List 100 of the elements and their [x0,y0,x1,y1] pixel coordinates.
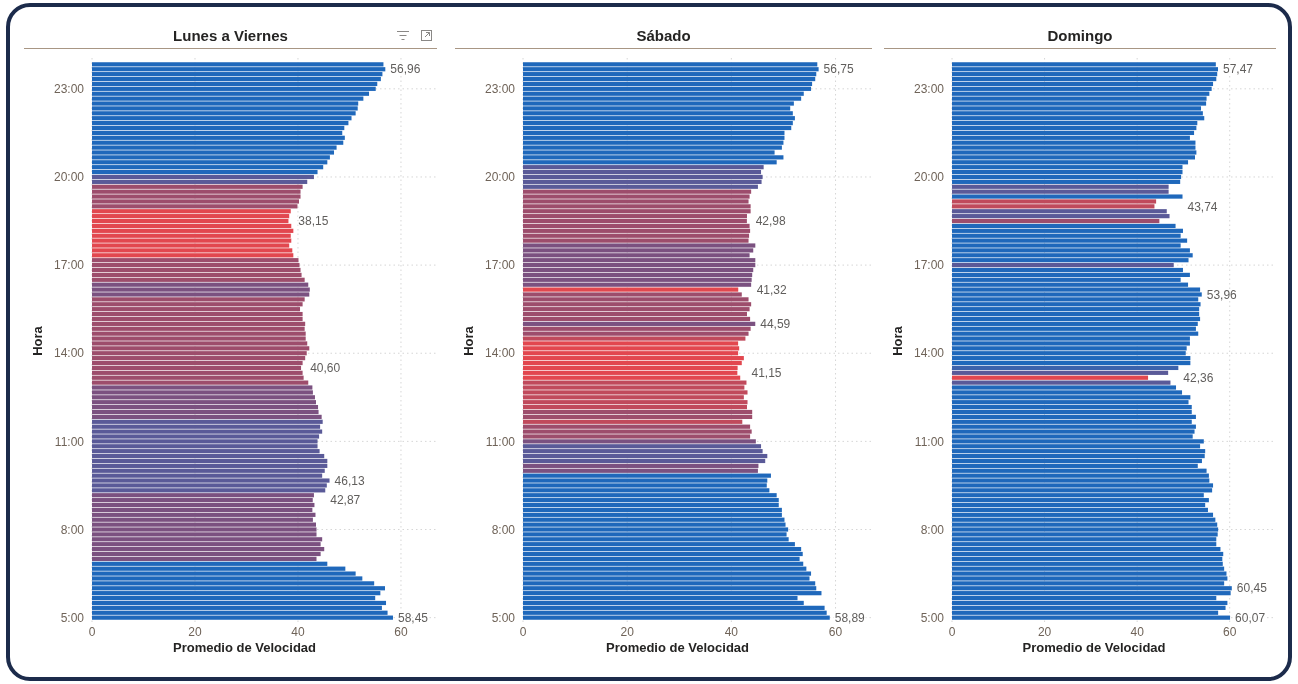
y-tick-label: 20:00 [484,170,516,185]
data-label: 58,45 [397,610,429,625]
bar [92,615,393,620]
bar [952,179,1181,184]
data-label: 60,45 [1236,581,1268,596]
bar [523,267,754,273]
bar [952,453,1205,459]
y-tick-label: 20:00 [913,170,945,185]
bar [952,189,1169,194]
x-axis-title: Promedio de Velocidad [1022,640,1166,655]
bar [92,414,322,419]
bar [523,615,830,620]
x-tick-label: 20 [188,625,202,639]
bar [92,297,305,302]
bar [952,380,1171,385]
bar [523,76,816,82]
bar [523,458,766,464]
bar [952,174,1182,180]
bar [523,468,758,473]
data-label: 42,87 [330,493,361,508]
bar [92,125,345,131]
bar [523,439,756,444]
x-tick-label: 0 [948,625,956,639]
bar [523,81,813,87]
data-label: 42,98 [755,214,786,229]
data-label: 43,74 [1187,199,1218,214]
data-label: 41,32 [756,282,788,297]
bar [952,375,1149,380]
bar [952,81,1214,87]
y-tick-label: 23:00 [484,82,516,97]
bar [92,223,292,229]
x-tick-label: 40 [724,625,739,639]
bar [523,311,747,317]
bar [952,600,1228,606]
bar [523,507,782,513]
bar [523,502,779,508]
bar [523,341,739,346]
bar [952,316,1201,322]
y-tick-label: 17:00 [484,258,516,273]
bar [952,311,1200,317]
data-label: 60,07 [1235,610,1266,625]
y-tick-label: 8:00 [491,522,516,537]
bar [92,365,302,371]
bar [523,125,792,131]
bar [523,336,746,341]
bar [523,360,742,366]
bar [92,76,381,82]
x-tick-label: 60 [828,625,843,639]
chart-title: Lunes a Viernes [173,27,288,44]
bar [952,199,1157,204]
y-tick-label: 5:00 [60,610,85,625]
bar [523,282,752,287]
bar [92,267,301,273]
bar [523,238,749,243]
y-tick-label: 23:00 [913,82,945,97]
bar [92,600,387,606]
bar [92,507,313,513]
bar [523,184,758,189]
y-tick-label: 11:00 [485,434,516,449]
bar [92,277,305,282]
x-tick-label: 60 [394,625,408,639]
bar [92,453,325,459]
y-tick-label: 5:00 [920,610,945,625]
bar [952,125,1197,131]
y-tick-label: 5:00 [491,610,516,625]
bar [523,365,738,371]
bar [92,62,384,67]
data-label: 53,96 [1206,287,1238,302]
bar [952,76,1217,82]
bar [523,316,751,322]
chart-title: Sábado [636,27,691,44]
bar [523,169,762,175]
x-tick-label: 20 [1037,625,1052,639]
data-label: 57,47 [1223,62,1254,77]
bar [952,169,1183,175]
bar [92,551,321,557]
bar [952,194,1183,199]
data-label: 56,75 [823,62,854,77]
bar [92,360,303,366]
data-label: 38,15 [298,214,329,229]
bar [92,493,314,498]
data-label: 40,60 [310,361,341,376]
bar [952,360,1191,366]
bar [92,556,317,561]
y-tick-label: 17:00 [913,258,945,273]
bar [523,321,756,326]
y-axis-title: Hora [461,325,476,356]
y-tick-label: 14:00 [484,346,516,361]
bar [523,218,747,224]
y-tick-label: 8:00 [60,522,85,537]
bar [92,316,303,322]
bar [92,174,314,180]
x-tick-label: 40 [1130,625,1145,639]
bar [92,209,291,214]
bar [523,419,743,424]
bar [952,62,1216,67]
bar [92,380,309,385]
bar [92,81,378,87]
x-axis-title: Promedio de Velocidad [172,640,317,655]
y-tick-label: 17:00 [53,258,85,273]
